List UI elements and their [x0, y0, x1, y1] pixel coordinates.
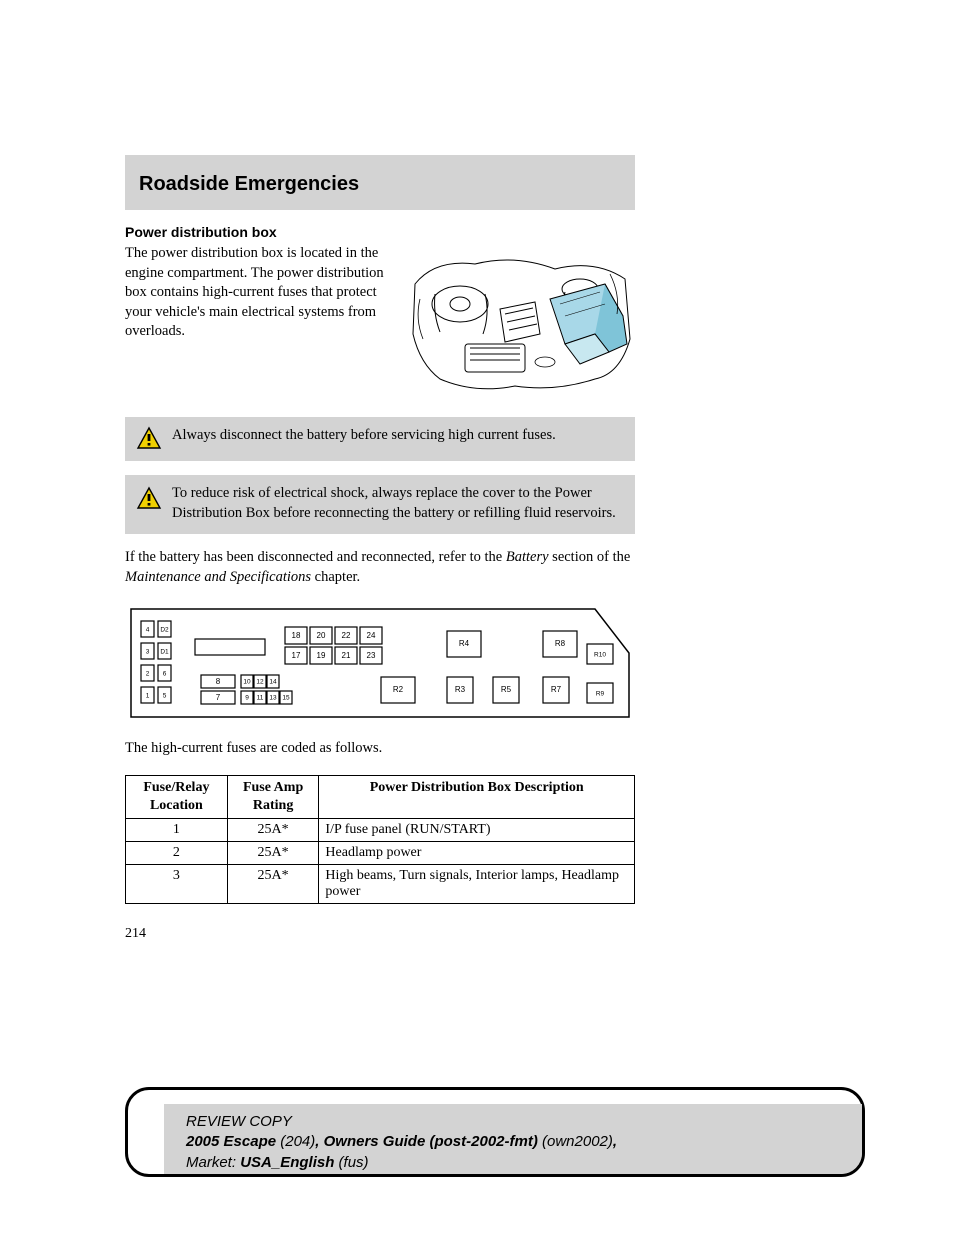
- warning-icon: [136, 426, 162, 450]
- svg-text:13: 13: [269, 695, 277, 702]
- svg-text:D2: D2: [160, 627, 169, 634]
- svg-text:R4: R4: [459, 639, 470, 648]
- warning-icon: [136, 486, 162, 510]
- svg-text:3: 3: [146, 649, 150, 656]
- svg-text:R2: R2: [393, 685, 404, 694]
- svg-text:2: 2: [146, 671, 150, 678]
- svg-text:5: 5: [163, 693, 167, 700]
- footer-line-3: Market: USA_English (fus): [186, 1153, 848, 1173]
- svg-text:R7: R7: [551, 685, 562, 694]
- svg-text:18: 18: [292, 631, 301, 640]
- footer-box: REVIEW COPY 2005 Escape (204), Owners Gu…: [125, 1087, 865, 1177]
- fuse-box-diagram: 4D23D12615 8 7 1091211141315 18202224171…: [125, 603, 635, 723]
- table-row: 225A*Headlamp power: [126, 842, 635, 865]
- svg-text:1: 1: [146, 693, 150, 700]
- footer-line-1: REVIEW COPY: [186, 1112, 848, 1132]
- svg-text:21: 21: [342, 651, 351, 660]
- warning-box-1: Always disconnect the battery before ser…: [125, 417, 635, 461]
- warning-text-2: To reduce risk of electrical shock, alwa…: [172, 485, 616, 521]
- svg-text:7: 7: [216, 693, 221, 702]
- svg-text:8: 8: [216, 677, 221, 686]
- table-header-location: Fuse/RelayLocation: [126, 775, 228, 818]
- svg-text:R9: R9: [596, 691, 605, 698]
- warning-text-1: Always disconnect the battery before ser…: [172, 426, 556, 446]
- svg-text:14: 14: [269, 679, 277, 686]
- table-row: 325A*High beams, Turn signals, Interior …: [126, 865, 635, 904]
- svg-text:R10: R10: [594, 652, 606, 659]
- svg-text:4: 4: [146, 627, 150, 634]
- table-row: 125A*I/P fuse panel (RUN/START): [126, 819, 635, 842]
- fuse-table: Fuse/RelayLocation Fuse AmpRating Power …: [125, 775, 635, 904]
- svg-text:23: 23: [367, 651, 376, 660]
- svg-text:11: 11: [257, 695, 264, 702]
- subheading: Power distribution box: [125, 224, 635, 240]
- svg-text:R5: R5: [501, 685, 512, 694]
- table-header-amp: Fuse AmpRating: [227, 775, 319, 818]
- footer-line-2: 2005 Escape (204), Owners Guide (post-20…: [186, 1132, 848, 1152]
- svg-text:10: 10: [243, 679, 251, 686]
- page-number: 214: [125, 926, 635, 942]
- svg-text:19: 19: [317, 651, 326, 660]
- svg-text:9: 9: [245, 695, 249, 702]
- section-header: Roadside Emergencies: [125, 155, 635, 210]
- svg-text:R8: R8: [555, 639, 566, 648]
- engine-compartment-illustration: [405, 244, 635, 399]
- svg-text:6: 6: [163, 671, 167, 678]
- svg-text:15: 15: [282, 695, 290, 702]
- intro-paragraph: The power distribution box is located in…: [125, 244, 391, 399]
- battery-note: If the battery has been disconnected and…: [125, 548, 635, 587]
- svg-text:17: 17: [292, 651, 301, 660]
- svg-text:24: 24: [367, 631, 376, 640]
- svg-text:22: 22: [342, 631, 351, 640]
- svg-text:R3: R3: [455, 685, 466, 694]
- table-header-desc: Power Distribution Box Description: [319, 775, 635, 818]
- warning-box-2: To reduce risk of electrical shock, alwa…: [125, 475, 635, 534]
- table-intro: The high-current fuses are coded as foll…: [125, 739, 635, 759]
- svg-text:20: 20: [317, 631, 326, 640]
- svg-text:12: 12: [256, 679, 264, 686]
- svg-text:D1: D1: [160, 649, 169, 656]
